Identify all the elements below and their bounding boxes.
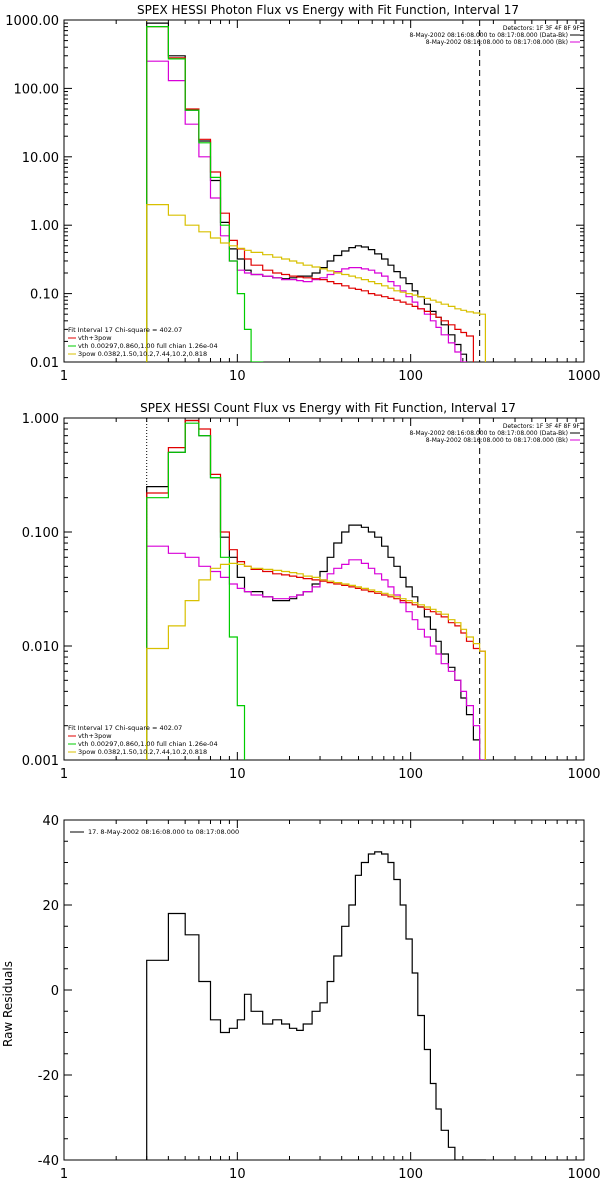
legend-entry: 8-May-2002 08:16:08.000 to 08:17:08.000 … [426,437,568,444]
series-group [146,22,486,362]
series-bk [146,545,486,760]
legend-entry: Detectors: 1F 3F 4F 8F 9F [503,25,581,32]
x-tick-label: 10 [229,369,246,384]
legend-entry: vth 0.00297,0.860,1.00 full chian 1.26e-… [78,740,218,748]
legend-entry: Fit Interval 17 Chi-square = 402.07 [68,326,182,334]
legend-entry: 3pow 0.0382,1.50,10.2,7.44,10.2,0.818 [78,748,207,756]
series-vth [146,422,246,760]
series-vth [146,26,264,362]
legend-entry: 3pow 0.0382,1.50,10.2,7.44,10.2,0.818 [78,350,207,358]
legend-entry: Fit Interval 17 Chi-square = 402.07 [68,724,182,732]
legend-entry: 8-May-2002 08:16:08.000 to 08:17:08.000 … [409,430,568,437]
y-tick-label: 1000.00 [5,14,59,29]
x-tick-label: 10 [229,767,246,782]
residuals-ylabel: Raw Residuals [1,961,15,1047]
y-tick-label: 1.000 [22,412,59,427]
legend-entry: vth+3pow [78,732,112,740]
series-data-bk [146,22,468,362]
series-3pow [146,562,486,760]
legend-entry: 17. 8-May-2002 08:16:08.000 to 08:17:08.… [88,828,239,836]
series-vth-3pow [146,26,474,362]
x-tick-label: 100 [398,369,423,384]
axes-frame [63,19,585,363]
y-tick-label: 1.00 [30,219,59,234]
y-tick-label: 20 [42,899,59,914]
y-tick-label: 0 [51,984,59,999]
series-group [146,419,486,760]
axes-frame [63,417,585,761]
y-tick-label: 0.001 [22,754,59,769]
x-tick-label: 100 [398,1167,423,1182]
x-tick-label: 1000 [567,767,600,782]
x-tick-label: 10 [229,1167,246,1182]
y-tick-label: 0.01 [30,356,59,371]
count-flux-panel: 1 10 100 1000 0.001 0.010 0.100 1.000 Detectors:… [22,412,600,782]
panel1-title: SPEX HESSI Photon Flux vs Energy with Fi… [137,3,519,17]
x-tick-label: 1 [60,369,68,384]
x-tick-label: 1000 [567,1167,600,1182]
y-tick-label: 100.00 [14,82,60,97]
legend-entry: 8-May-2002 08:16:08.000 to 08:17:08.000 … [409,32,568,39]
series-3pow [146,204,486,362]
series-vth-3pow [146,419,486,760]
photon-flux-panel: 1 10 100 1000 0.01 0.10 1.00 10.00 100.00 1000.00… [5,14,600,384]
legend-entry: 8-May-2002 08:16:08.000 to 08:17:08.000 … [426,39,568,46]
y-tick-label: 0.100 [22,526,59,541]
x-tick-label: 100 [398,767,423,782]
x-tick-label: 1 [60,1167,68,1182]
y-tick-label: 0.10 [30,288,59,303]
y-tick-label: 40 [42,814,59,829]
legend-entry: vth 0.00297,0.860,1.00 full chian 1.26e-… [78,342,218,350]
y-tick-label: -40 [38,1154,59,1169]
x-tick-label: 1 [60,767,68,782]
series-residuals [146,851,486,1160]
legend-entry: Detectors: 1F 3F 4F 8F 9F [503,423,581,430]
panel2-title: SPEX HESSI Count Flux vs Energy with Fit… [140,401,516,415]
y-tick-label: 0.010 [22,640,59,655]
x-tick-label: 1000 [567,369,600,384]
legend-entry: vth+3pow [78,334,112,342]
series-group [146,851,486,1160]
residuals-panel: 1 10 100 1000 -40 -20 0 20 40 17. 8-May-2002 08:1… [38,814,600,1182]
y-tick-label: 10.00 [22,151,59,166]
y-tick-label: -20 [38,1069,59,1084]
